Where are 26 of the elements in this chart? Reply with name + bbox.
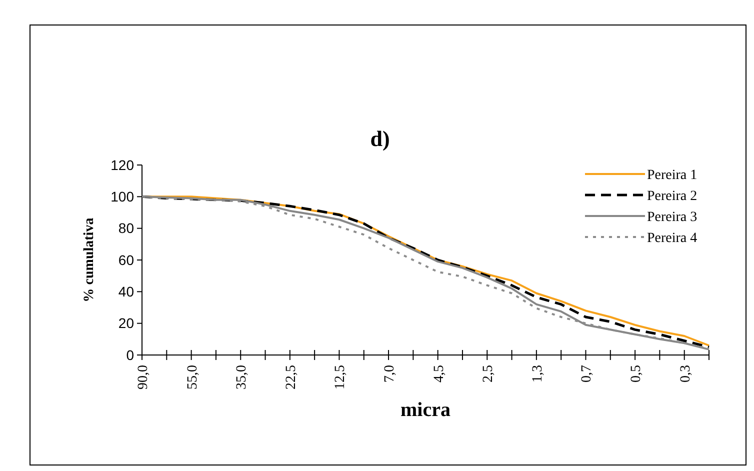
x-tick-label: 2,5 [481, 365, 496, 382]
x-tick-label: 35,0 [234, 365, 250, 390]
y-tick-label: 100 [110, 188, 134, 205]
x-axis-title: micra [400, 399, 450, 421]
x-tick-label: 12,5 [333, 365, 348, 390]
x-tick-label: 0,5 [629, 365, 644, 382]
legend-label: Pereira 3 [647, 210, 698, 225]
chart-title: d) [370, 126, 390, 151]
x-tick-label: 0,3 [678, 365, 694, 382]
y-tick-label: 120 [110, 156, 134, 173]
y-axis-title: % cumulativa [82, 218, 97, 302]
y-tick-label: 20 [118, 315, 134, 332]
legend-label: Pereira 1 [647, 168, 698, 183]
x-tick-label: 4,5 [432, 365, 447, 382]
x-tick-label: 1,3 [530, 365, 546, 382]
x-tick-label: 0,7 [580, 365, 595, 382]
x-tick-label: 55,0 [185, 365, 200, 390]
y-tick-label: 0 [126, 346, 134, 363]
y-tick-label: 60 [118, 252, 134, 268]
legend-label: Pereira 2 [647, 188, 698, 204]
x-tick-label: 90,0 [136, 365, 151, 390]
x-tick-label: 7,0 [382, 365, 398, 382]
x-tick-label: 22,5 [284, 365, 299, 390]
legend-label: Pereira 4 [647, 230, 698, 246]
y-tick-label: 80 [118, 220, 134, 236]
y-tick-label: 40 [118, 284, 134, 300]
